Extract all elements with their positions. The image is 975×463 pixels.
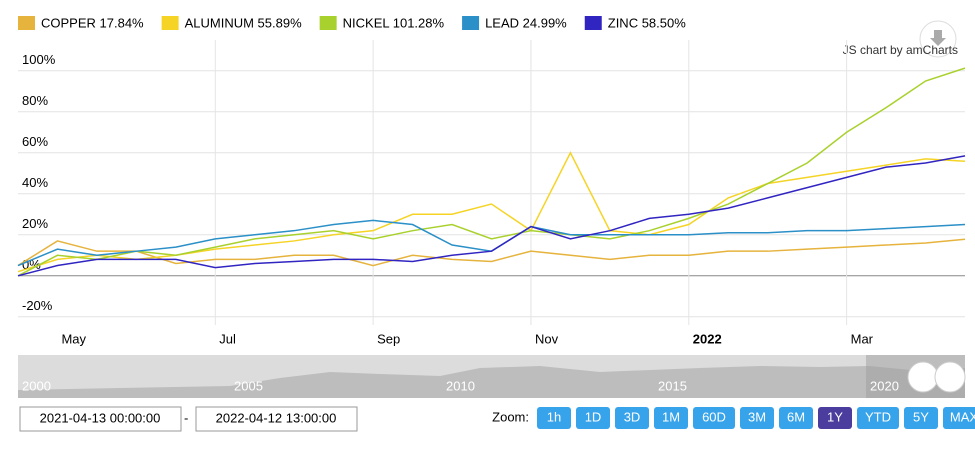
- date-input-text[interactable]: 2021-04-13 00:00:00: [40, 410, 161, 425]
- legend-label[interactable]: COPPER 17.84%: [41, 15, 144, 30]
- navigator-handle[interactable]: [907, 361, 939, 393]
- legend-label[interactable]: ZINC 58.50%: [608, 15, 686, 30]
- zoom-button[interactable]: [615, 407, 649, 429]
- y-tick-label: 60%: [22, 134, 48, 149]
- x-tick-label: May: [61, 331, 86, 346]
- x-tick-label: Mar: [851, 331, 874, 346]
- y-tick-label: 80%: [22, 93, 48, 108]
- legend-swatch[interactable]: [18, 16, 35, 30]
- zoom-button[interactable]: [740, 407, 774, 429]
- zoom-button-label[interactable]: 1Y: [827, 409, 843, 424]
- zoom-button[interactable]: [857, 407, 899, 429]
- zoom-label: Zoom:: [492, 409, 529, 424]
- date-input[interactable]: [19, 406, 182, 432]
- zoom-button-label[interactable]: YTD: [865, 409, 891, 424]
- zoom-button-label[interactable]: 3D: [624, 409, 641, 424]
- legend-label[interactable]: NICKEL 101.28%: [343, 15, 445, 30]
- series-line: [17, 238, 966, 267]
- zoom-button-label[interactable]: 6M: [787, 409, 805, 424]
- date-input-text[interactable]: 2022-04-12 13:00:00: [216, 410, 337, 425]
- y-tick-label: -20%: [22, 298, 53, 313]
- navigator-handle[interactable]: [934, 361, 966, 393]
- zoom-button[interactable]: [693, 407, 735, 429]
- zoom-button-label[interactable]: 60D: [702, 409, 726, 424]
- zoom-button[interactable]: [943, 407, 975, 429]
- zoom-button[interactable]: [654, 407, 688, 429]
- series-line: [17, 67, 966, 277]
- y-tick-label: 20%: [22, 216, 48, 231]
- zoom-button-label[interactable]: 5Y: [913, 409, 929, 424]
- legend-swatch[interactable]: [584, 16, 602, 30]
- zoom-button-label[interactable]: 1M: [662, 409, 680, 424]
- zoom-button[interactable]: [904, 407, 938, 429]
- zoom-button[interactable]: [537, 407, 571, 429]
- navigator-label: 2000: [22, 378, 51, 393]
- y-tick-label: 40%: [22, 175, 48, 190]
- zoom-button-label[interactable]: 1D: [585, 409, 602, 424]
- zoom-button[interactable]: [779, 407, 813, 429]
- zoom-button-label[interactable]: 1h: [547, 409, 561, 424]
- x-tick-label: Jul: [219, 331, 236, 346]
- x-tick-label: 2022: [693, 331, 722, 346]
- zoom-button-label[interactable]: 3M: [748, 409, 766, 424]
- navigator-area: [18, 366, 965, 398]
- legend-swatch[interactable]: [161, 16, 179, 30]
- x-tick-label: Nov: [535, 331, 559, 346]
- series-line: [17, 155, 966, 277]
- date-separator: -: [184, 410, 188, 425]
- navigator-label: 2010: [446, 378, 475, 393]
- zoom-button[interactable]: [818, 407, 852, 429]
- export-icon: [930, 30, 946, 46]
- legend-label[interactable]: LEAD 24.99%: [485, 15, 567, 30]
- date-input[interactable]: [195, 406, 358, 432]
- navigator-label: 2015: [658, 378, 687, 393]
- x-tick-label: Sep: [377, 331, 400, 346]
- zoom-button-label[interactable]: MAX: [950, 409, 975, 424]
- navigator-label: 2020: [870, 378, 899, 393]
- navigator-label: 2005: [234, 378, 263, 393]
- legend-swatch[interactable]: [319, 16, 337, 30]
- y-tick-label: 100%: [22, 52, 56, 67]
- legend-swatch[interactable]: [462, 16, 480, 30]
- zoom-button[interactable]: [576, 407, 610, 429]
- legend-label[interactable]: ALUMINUM 55.89%: [185, 15, 302, 30]
- credit: JS chart by amCharts: [843, 43, 958, 57]
